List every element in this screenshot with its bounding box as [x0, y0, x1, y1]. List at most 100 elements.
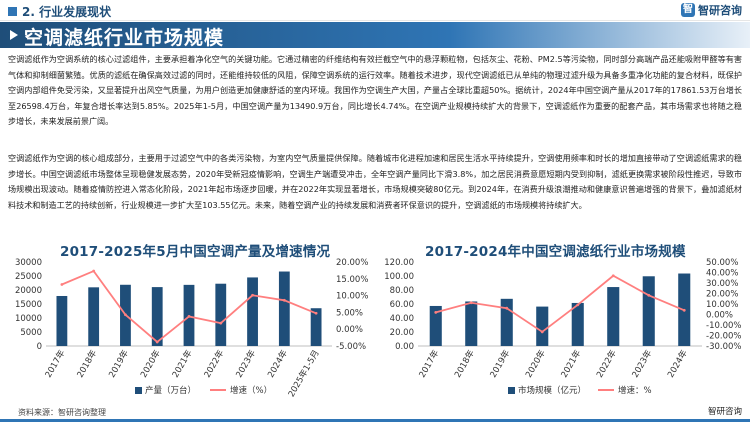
right-chart-left-tick-label: 80.00 — [390, 286, 414, 296]
right-chart-bar — [536, 306, 549, 346]
paragraph-1: 空调滤纸作为空调系统的核心过滤组件，主要承担着净化空气的关键功能。它通过精密的纤… — [8, 54, 742, 127]
left-chart-left-tick-label: 0 — [37, 342, 42, 352]
left-chart-growth-point — [251, 293, 254, 297]
left-chart-left-tick-label: 20000 — [15, 286, 42, 296]
paragraph-2: 空调滤纸作为空调的核心组成部分，主要用于过滤空气中的各类污染物，为室内空气质量提… — [8, 153, 742, 210]
left-chart-x-tick-label: 2017年 — [43, 348, 68, 380]
left-chart-title: 2017-2025年5月中国空调产量及增速情况 — [60, 244, 331, 260]
right-chart-right-tick-label: -30.00% — [706, 342, 741, 352]
right-chart-title: 2017-2024年中国空调滤纸行业市场规模 — [425, 244, 686, 260]
brand-logo: 智 智研咨询 — [681, 2, 742, 18]
brand-name: 智研咨询 — [698, 4, 742, 17]
left-chart-bar — [278, 271, 290, 346]
right-chart-bar — [571, 302, 584, 346]
left-chart-right-tick-label: -5.00% — [336, 342, 366, 352]
footer-rule — [0, 419, 750, 422]
right-chart-right-tick-label: 10.00% — [706, 300, 738, 310]
right-chart-right-tick-label: -20.00% — [706, 332, 741, 342]
right-chart-bar — [642, 276, 655, 346]
right-chart-growth-point — [540, 330, 544, 334]
page-title: 空调滤纸行业市场规模 — [24, 27, 225, 49]
left-chart-bar — [215, 283, 227, 346]
right-chart-growth-point — [682, 308, 686, 312]
right-chart-growth-point — [434, 311, 438, 314]
right-chart-x-tick-label: 2024年 — [665, 348, 690, 380]
left-chart-right-tick-label: 0.00% — [336, 325, 363, 335]
right-chart-bar — [607, 287, 620, 346]
right-chart-x-tick-label: 2019年 — [488, 348, 513, 380]
left-chart-right-tick-label: 5.00% — [336, 308, 363, 318]
left-chart-right-tick-label: 10.00% — [336, 292, 368, 302]
left-chart-growth-point — [155, 340, 159, 344]
left-chart-bar — [310, 308, 322, 346]
right-chart-x-tick-label: 2021年 — [559, 348, 584, 380]
left-chart-left-tick-label: 25000 — [15, 272, 42, 282]
title-band: 空调滤纸行业市场规模 — [0, 22, 750, 49]
right-chart-bar — [429, 305, 442, 346]
right-chart-left-tick-label: 60.00 — [390, 300, 414, 310]
right-chart-x-tick-label: 2023年 — [630, 348, 655, 380]
right-chart-left-tick-label: 0.00 — [395, 342, 414, 352]
left-chart-growth-point — [187, 315, 191, 318]
right-chart-growth-point — [469, 301, 473, 305]
right-chart-x-tick-label: 2022年 — [594, 348, 619, 380]
left-chart-x-tick-label: 2020年 — [138, 348, 163, 380]
brand-mark-icon: 智 — [681, 3, 695, 17]
right-chart-legend-bar-swatch — [508, 387, 515, 394]
right-chart-left-tick-label: 20.00 — [390, 328, 414, 338]
left-chart-growth-point — [124, 313, 127, 317]
left-chart-x-tick-label: 2018年 — [75, 348, 100, 380]
left-chart-legend-bar-label: 产量（万台） — [145, 385, 196, 396]
left-chart-growth-point — [282, 298, 286, 302]
right-chart-left-tick-label: 40.00 — [390, 314, 414, 324]
right-chart-x-tick-label: 2017年 — [417, 348, 442, 380]
right-chart-right-tick-label: 0.00% — [706, 311, 733, 321]
left-chart-x-tick-label: 2022年 — [202, 348, 227, 380]
right-chart-growth-point — [576, 303, 580, 307]
source-note: 资料来源：智研咨询整理 — [18, 408, 106, 417]
left-chart-left-tick-label: 30000 — [15, 258, 42, 268]
right-chart-right-tick-label: 40.00% — [706, 269, 738, 279]
left-chart-right-tick-label: 20.00% — [336, 258, 368, 268]
right-chart-right-tick-label: 30.00% — [706, 279, 738, 289]
left-chart-x-tick-label: 2021年 — [170, 348, 195, 380]
left-chart-x-tick-label: 2019年 — [106, 348, 131, 380]
right-chart-bar — [465, 301, 478, 346]
left-chart-growth-point — [92, 269, 96, 273]
right-chart-legend-line-label: 增速：% — [618, 385, 652, 396]
right-chart-growth-point — [505, 306, 509, 310]
play-triangle-icon — [10, 30, 18, 40]
right-chart-x-tick-label: 2020年 — [523, 348, 548, 380]
section-label: 2. 行业发展现状 — [8, 3, 111, 20]
right-chart-right-tick-label: -10.00% — [706, 321, 741, 331]
left-chart-x-tick-label: 2024年 — [265, 348, 290, 380]
left-chart-x-tick-label: 2023年 — [234, 348, 259, 380]
left-chart-bar — [151, 287, 163, 346]
right-chart-right-tick-label: 50.00% — [706, 258, 738, 268]
left-chart-growth-point — [314, 311, 318, 315]
left-chart-bar — [56, 295, 68, 346]
right-chart-legend-bar-label: 市场规模（亿元） — [518, 385, 586, 396]
left-chart-x-tick-label: 2025年1-5月 — [286, 348, 322, 399]
right-chart-growth-point — [647, 293, 651, 297]
top-bar: 2. 行业发展现状 智 智研咨询 — [0, 0, 750, 21]
section-text: 2. 行业发展现状 — [22, 5, 112, 19]
right-chart-bar — [500, 298, 513, 346]
left-chart-legend-bar-swatch — [135, 387, 142, 394]
right-chart-left-tick-label: 100.00 — [384, 272, 414, 282]
footer-logo: 智研咨询 — [707, 407, 742, 417]
left-chart-bar — [88, 287, 100, 346]
left-chart-right-tick-label: 15.00% — [336, 275, 368, 285]
left-chart-left-tick-label: 15000 — [15, 300, 42, 310]
right-chart-x-tick-label: 2018年 — [452, 348, 477, 380]
right-chart-right-tick-label: 20.00% — [706, 290, 738, 300]
right-chart-growth-line — [435, 274, 685, 333]
left-chart-growth-point — [219, 321, 223, 325]
right-chart-growth-point — [611, 274, 615, 278]
section-square-icon — [8, 7, 17, 16]
left-chart-left-tick-label: 10000 — [15, 314, 42, 324]
right-chart-left-tick-label: 120.00 — [384, 258, 414, 268]
left-chart-left-tick-label: 5000 — [20, 328, 42, 338]
left-chart-legend-line-label: 增速（%） — [230, 385, 272, 396]
